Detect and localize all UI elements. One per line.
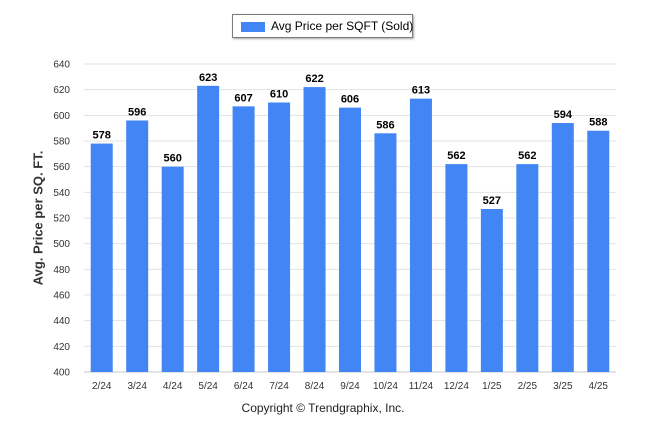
bar [161, 166, 184, 372]
bar-value-labels: 578 596 560 623 607 610 622 606 586 613 562 527 562 5… [93, 72, 608, 207]
bar-value-label: 562 [447, 150, 465, 162]
bar-value-label: 586 [376, 119, 394, 131]
y-tick-label: 560 [53, 162, 70, 173]
y-tick-label: 620 [53, 85, 70, 96]
y-tick-label: 420 [53, 342, 70, 353]
bar [374, 133, 397, 372]
bar [268, 102, 291, 372]
bars [90, 85, 610, 373]
bar [480, 209, 503, 372]
bar-value-label: 560 [163, 153, 181, 165]
x-tick-label: 1/25 [482, 381, 502, 392]
bar [126, 120, 149, 372]
bar [516, 164, 539, 372]
bar-value-label: 613 [412, 85, 430, 97]
y-tick-label: 500 [53, 239, 70, 250]
x-tick-label: 2/25 [518, 381, 538, 392]
x-tick-label: 5/24 [198, 381, 218, 392]
x-axis-ticks: 2/24 3/24 4/24 5/24 6/24 7/24 8/24 9/24 10/24 11/… [92, 381, 608, 392]
bar-value-label: 562 [518, 150, 536, 162]
bar-value-label: 607 [234, 92, 252, 104]
bar-value-label: 588 [589, 117, 607, 129]
x-tick-label: 8/24 [305, 381, 325, 392]
x-tick-label: 3/25 [553, 381, 573, 392]
legend-label: Avg Price per SQFT (Sold) [271, 19, 414, 33]
y-tick-label: 460 [53, 291, 70, 302]
legend-swatch [241, 22, 265, 32]
x-tick-label: 7/24 [269, 381, 289, 392]
x-tick-label: 6/24 [234, 381, 254, 392]
bar [303, 87, 326, 372]
bar [339, 107, 361, 372]
bar-value-label: 622 [305, 73, 323, 85]
x-tick-label: 3/24 [127, 381, 147, 392]
x-tick-label: 10/24 [373, 381, 398, 392]
bar [90, 143, 113, 372]
y-tick-label: 600 [53, 111, 70, 122]
bar [232, 106, 255, 372]
bar-value-label: 596 [128, 106, 146, 118]
y-tick-label: 400 [53, 368, 70, 379]
x-tick-label: 4/25 [589, 381, 609, 392]
y-tick-label: 480 [53, 265, 70, 276]
bar [409, 98, 432, 373]
x-tick-label: 2/24 [92, 381, 112, 392]
bar-value-label: 610 [270, 89, 288, 101]
copyright-text: Copyright © Trendgraphix, Inc. [241, 401, 405, 415]
y-tick-label: 440 [53, 316, 70, 327]
bar [197, 85, 220, 373]
x-tick-label: 12/24 [444, 381, 469, 392]
bar-value-label: 623 [199, 72, 217, 84]
y-axis-ticks: 400 420 440 460 480 500 520 540 560 580 600 620 640 [53, 60, 70, 379]
x-tick-label: 9/24 [340, 381, 360, 392]
bar-value-label: 527 [483, 195, 501, 207]
y-tick-label: 580 [53, 137, 70, 148]
bar [587, 130, 610, 372]
bar-value-label: 606 [341, 94, 359, 106]
bar [551, 123, 574, 373]
legend: Avg Price per SQFT (Sold) [232, 14, 413, 38]
bar [445, 164, 468, 372]
y-tick-label: 640 [53, 60, 70, 71]
y-axis-title: Avg. Price per SQ. FT. [30, 150, 46, 286]
bar-value-label: 594 [554, 109, 573, 121]
y-tick-label: 540 [53, 188, 70, 199]
x-tick-label: 11/24 [409, 381, 434, 392]
x-tick-label: 4/24 [163, 381, 183, 392]
bar-value-label: 578 [93, 130, 111, 142]
y-tick-label: 520 [53, 214, 70, 225]
